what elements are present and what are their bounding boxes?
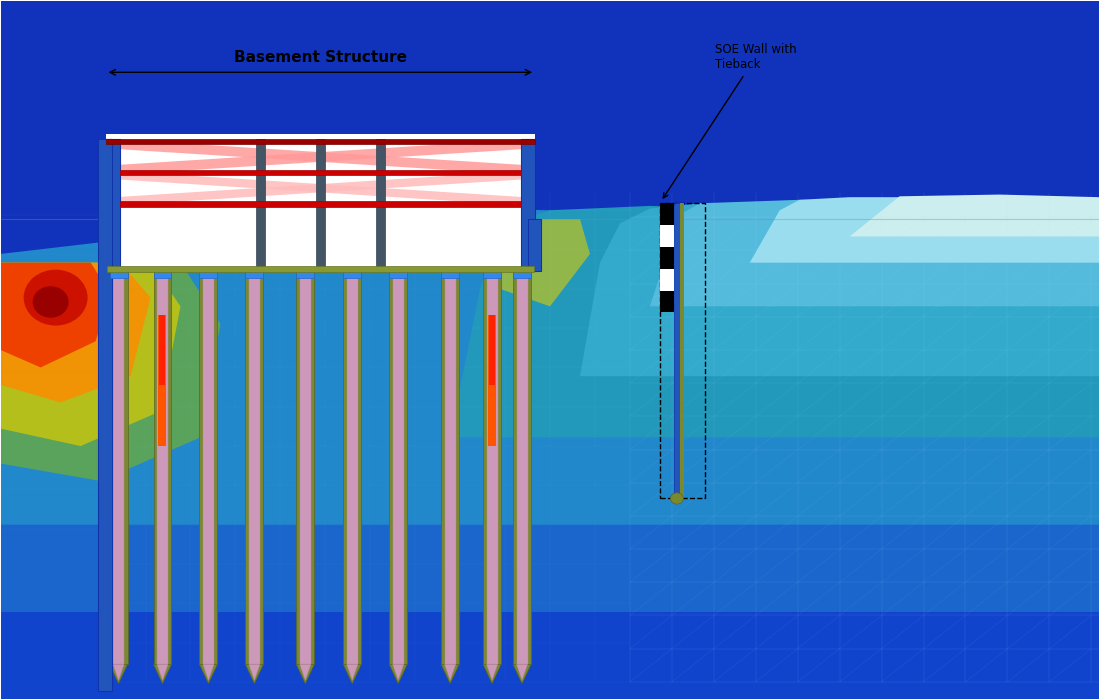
Bar (245, 267, 263, 664)
Polygon shape (199, 664, 218, 684)
Bar (202, 267, 213, 664)
Polygon shape (157, 664, 168, 680)
Polygon shape (444, 664, 455, 680)
Bar (120, 201, 521, 206)
Bar (154, 267, 172, 277)
Bar (249, 267, 260, 664)
Bar (660, 247, 674, 269)
Bar (393, 267, 404, 664)
Bar (521, 139, 535, 272)
Polygon shape (202, 664, 213, 680)
Polygon shape (1, 262, 180, 446)
Bar (113, 267, 124, 664)
Polygon shape (441, 664, 459, 684)
Polygon shape (296, 664, 315, 684)
Bar (660, 225, 674, 247)
Bar (110, 267, 128, 277)
Bar (300, 267, 311, 664)
Polygon shape (500, 219, 590, 307)
Bar (376, 139, 385, 267)
Bar (157, 267, 168, 664)
Bar (256, 139, 265, 267)
Bar (316, 139, 324, 267)
Text: Basement Structure: Basement Structure (234, 50, 407, 65)
Bar (154, 267, 172, 664)
Polygon shape (450, 206, 1099, 438)
Bar (441, 267, 459, 664)
Bar (660, 203, 705, 498)
Bar (660, 203, 674, 225)
Bar (107, 266, 534, 272)
Bar (106, 139, 535, 144)
Bar (106, 134, 535, 219)
Bar (110, 267, 128, 664)
Bar (120, 219, 521, 267)
Bar (517, 267, 528, 664)
Polygon shape (483, 664, 502, 684)
Bar (660, 290, 674, 312)
Bar (513, 267, 531, 664)
Bar (660, 269, 674, 290)
Bar (674, 203, 680, 498)
Polygon shape (1, 262, 151, 402)
Bar (158, 315, 166, 446)
Bar (343, 267, 361, 277)
Polygon shape (389, 664, 407, 684)
Polygon shape (513, 664, 531, 684)
Bar (296, 267, 315, 277)
Polygon shape (110, 664, 128, 684)
Polygon shape (300, 664, 311, 680)
Bar (483, 267, 502, 277)
Polygon shape (249, 664, 260, 680)
Polygon shape (486, 664, 497, 680)
Polygon shape (1, 219, 1099, 699)
Bar (528, 219, 541, 272)
Polygon shape (517, 664, 528, 680)
Bar (680, 203, 684, 498)
Polygon shape (750, 197, 1099, 262)
Polygon shape (1, 262, 220, 481)
Polygon shape (1, 209, 1099, 525)
Bar (296, 267, 315, 664)
Bar (199, 267, 218, 664)
Polygon shape (580, 203, 1099, 376)
Bar (120, 169, 521, 175)
Bar (389, 267, 407, 664)
Bar (441, 267, 459, 277)
Circle shape (24, 270, 88, 326)
Bar (199, 267, 218, 277)
Bar (486, 267, 497, 664)
Polygon shape (1, 215, 1099, 612)
Polygon shape (154, 664, 172, 684)
Bar (343, 267, 361, 664)
Polygon shape (1, 262, 111, 368)
Bar (444, 267, 455, 664)
Polygon shape (245, 664, 263, 684)
Bar (346, 267, 358, 664)
Bar (160, 315, 165, 385)
Bar (245, 267, 263, 277)
Bar (488, 315, 496, 446)
Bar (106, 139, 120, 272)
Polygon shape (393, 664, 404, 680)
Bar (389, 267, 407, 277)
Bar (513, 267, 531, 277)
Text: SOE Wall with
Tieback: SOE Wall with Tieback (663, 43, 796, 198)
Bar (490, 315, 495, 385)
Bar (98, 139, 111, 691)
Polygon shape (113, 664, 124, 680)
Bar (483, 267, 502, 664)
Circle shape (33, 286, 68, 318)
Circle shape (670, 493, 683, 504)
Polygon shape (650, 199, 1099, 307)
Polygon shape (849, 195, 1099, 237)
Polygon shape (343, 664, 361, 684)
Polygon shape (346, 664, 358, 680)
